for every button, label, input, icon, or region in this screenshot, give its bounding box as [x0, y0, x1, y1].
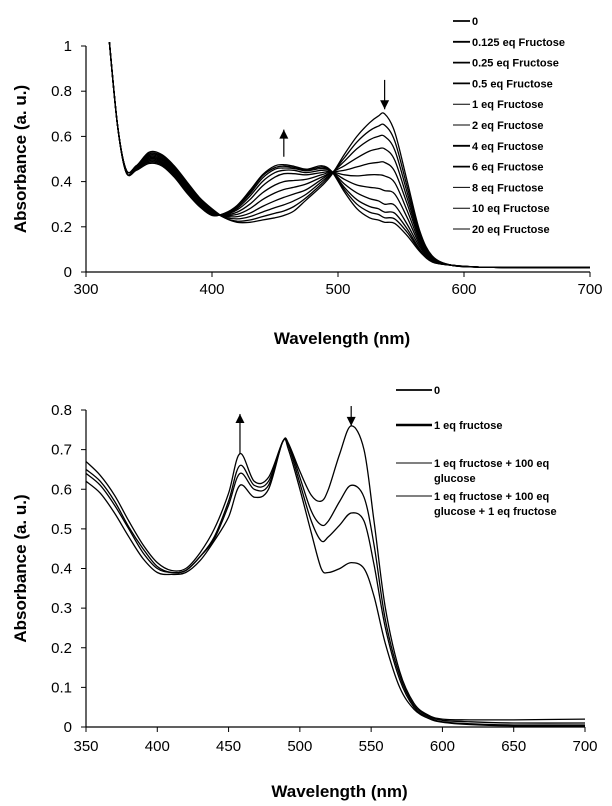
- series-line-7: [108, 42, 590, 269]
- y-tick-label: 0: [64, 264, 72, 281]
- y-tick-label: 0.6: [51, 128, 72, 145]
- series-line-11: [108, 42, 590, 269]
- arrow-up-icon: [235, 413, 245, 423]
- series-line-4: [86, 438, 585, 727]
- legend-entry: 0.125 eq Fructose: [472, 37, 565, 49]
- y-tick-label: 0.3: [51, 600, 72, 617]
- x-tick-label: 300: [73, 281, 98, 298]
- y-tick-label: 0.8: [51, 402, 72, 419]
- chart-1: 300 400 500 600 700 0 0.2 0.4 0.6 0.8 1 Wavelength …: [11, 16, 603, 348]
- series-group: [86, 425, 585, 727]
- y-tick-label: 1: [64, 38, 72, 55]
- x-axis-label: Wavelength (nm): [274, 329, 410, 348]
- y-tick-label: 0.4: [51, 561, 72, 578]
- y-tick-label: 0.2: [51, 640, 72, 657]
- x-tick-label: 450: [216, 738, 241, 755]
- legend: 0 1 eq fructose 1 eq fructose + 100 eq gluc…: [396, 385, 557, 518]
- legend-entry: 0: [472, 16, 478, 28]
- legend-entry: 1 eq fructose + 100 eq glucose: [434, 458, 549, 485]
- series-line-3: [86, 437, 585, 726]
- legend-entry: 10 eq Fructose: [472, 203, 550, 215]
- x-tick-label: 550: [359, 738, 384, 755]
- y-axis-label: Absorbance (a. u.): [11, 494, 30, 642]
- series-line-10: [108, 42, 590, 269]
- series-line-6: [108, 42, 590, 269]
- legend-entry: 8 eq Fructose: [472, 182, 544, 194]
- x-tick-label: 700: [577, 281, 602, 298]
- y-tick-label: 0.1: [51, 679, 72, 696]
- legend-entry: 4 eq Fructose: [472, 141, 544, 153]
- legend-entry: 0: [434, 385, 440, 397]
- x-tick-label: 500: [287, 738, 312, 755]
- x-tick-label: 500: [325, 281, 350, 298]
- y-axis-label: Absorbance (a. u.): [11, 85, 30, 233]
- legend-entry: 20 eq Fructose: [472, 224, 550, 236]
- series-line-5: [108, 42, 590, 269]
- series-line-8: [108, 42, 590, 269]
- x-tick-label: 400: [199, 281, 224, 298]
- series-line-3: [108, 42, 590, 269]
- arrow-up-icon: [279, 129, 289, 139]
- y-tick-label: 0.2: [51, 219, 72, 236]
- x-tick-label: 600: [430, 738, 455, 755]
- y-tick-label: 0.8: [51, 83, 72, 100]
- series-line-4: [108, 42, 590, 269]
- legend-entry: 0.5 eq Fructose: [472, 78, 553, 90]
- y-tick-label: 0.5: [51, 521, 72, 538]
- chart-2: 350 400 450 500 550 600 650 700 0 0.1 0.2 0.3 0.4 0.5…: [11, 385, 598, 801]
- legend-entry: 2 eq Fructose: [472, 120, 544, 132]
- y-tick-label: 0.4: [51, 174, 72, 191]
- legend-entry: 1 eq fructose: [434, 420, 502, 432]
- legend: 0 0.125 eq Fructose 0.25 eq Fructose 0.5 eq…: [453, 16, 565, 236]
- legend-entry: 0.25 eq Fructose: [472, 58, 559, 70]
- x-tick-label: 700: [572, 738, 597, 755]
- series-line-9: [108, 42, 590, 269]
- x-tick-label: 650: [501, 738, 526, 755]
- x-tick-label: 400: [145, 738, 170, 755]
- x-tick-label: 600: [451, 281, 476, 298]
- series-line-1: [108, 42, 590, 269]
- y-tick-label: 0.7: [51, 442, 72, 459]
- x-axis-label: Wavelength (nm): [271, 782, 407, 801]
- legend-entry: 6 eq Fructose: [472, 162, 544, 174]
- x-tick-label: 350: [73, 738, 98, 755]
- series-line-1: [86, 425, 585, 721]
- legend-entry: 1 eq Fructose: [472, 99, 544, 111]
- legend-entry: 1 eq fructose + 100 eq glucose + 1 eq fru…: [434, 491, 557, 518]
- arrow-down-icon: [346, 416, 356, 426]
- series-group: [108, 42, 590, 269]
- y-tick-label: 0.6: [51, 481, 72, 498]
- series-line-2: [86, 437, 585, 724]
- y-tick-label: 0: [64, 719, 72, 736]
- series-line-2: [108, 42, 590, 269]
- arrow-down-icon: [380, 100, 390, 110]
